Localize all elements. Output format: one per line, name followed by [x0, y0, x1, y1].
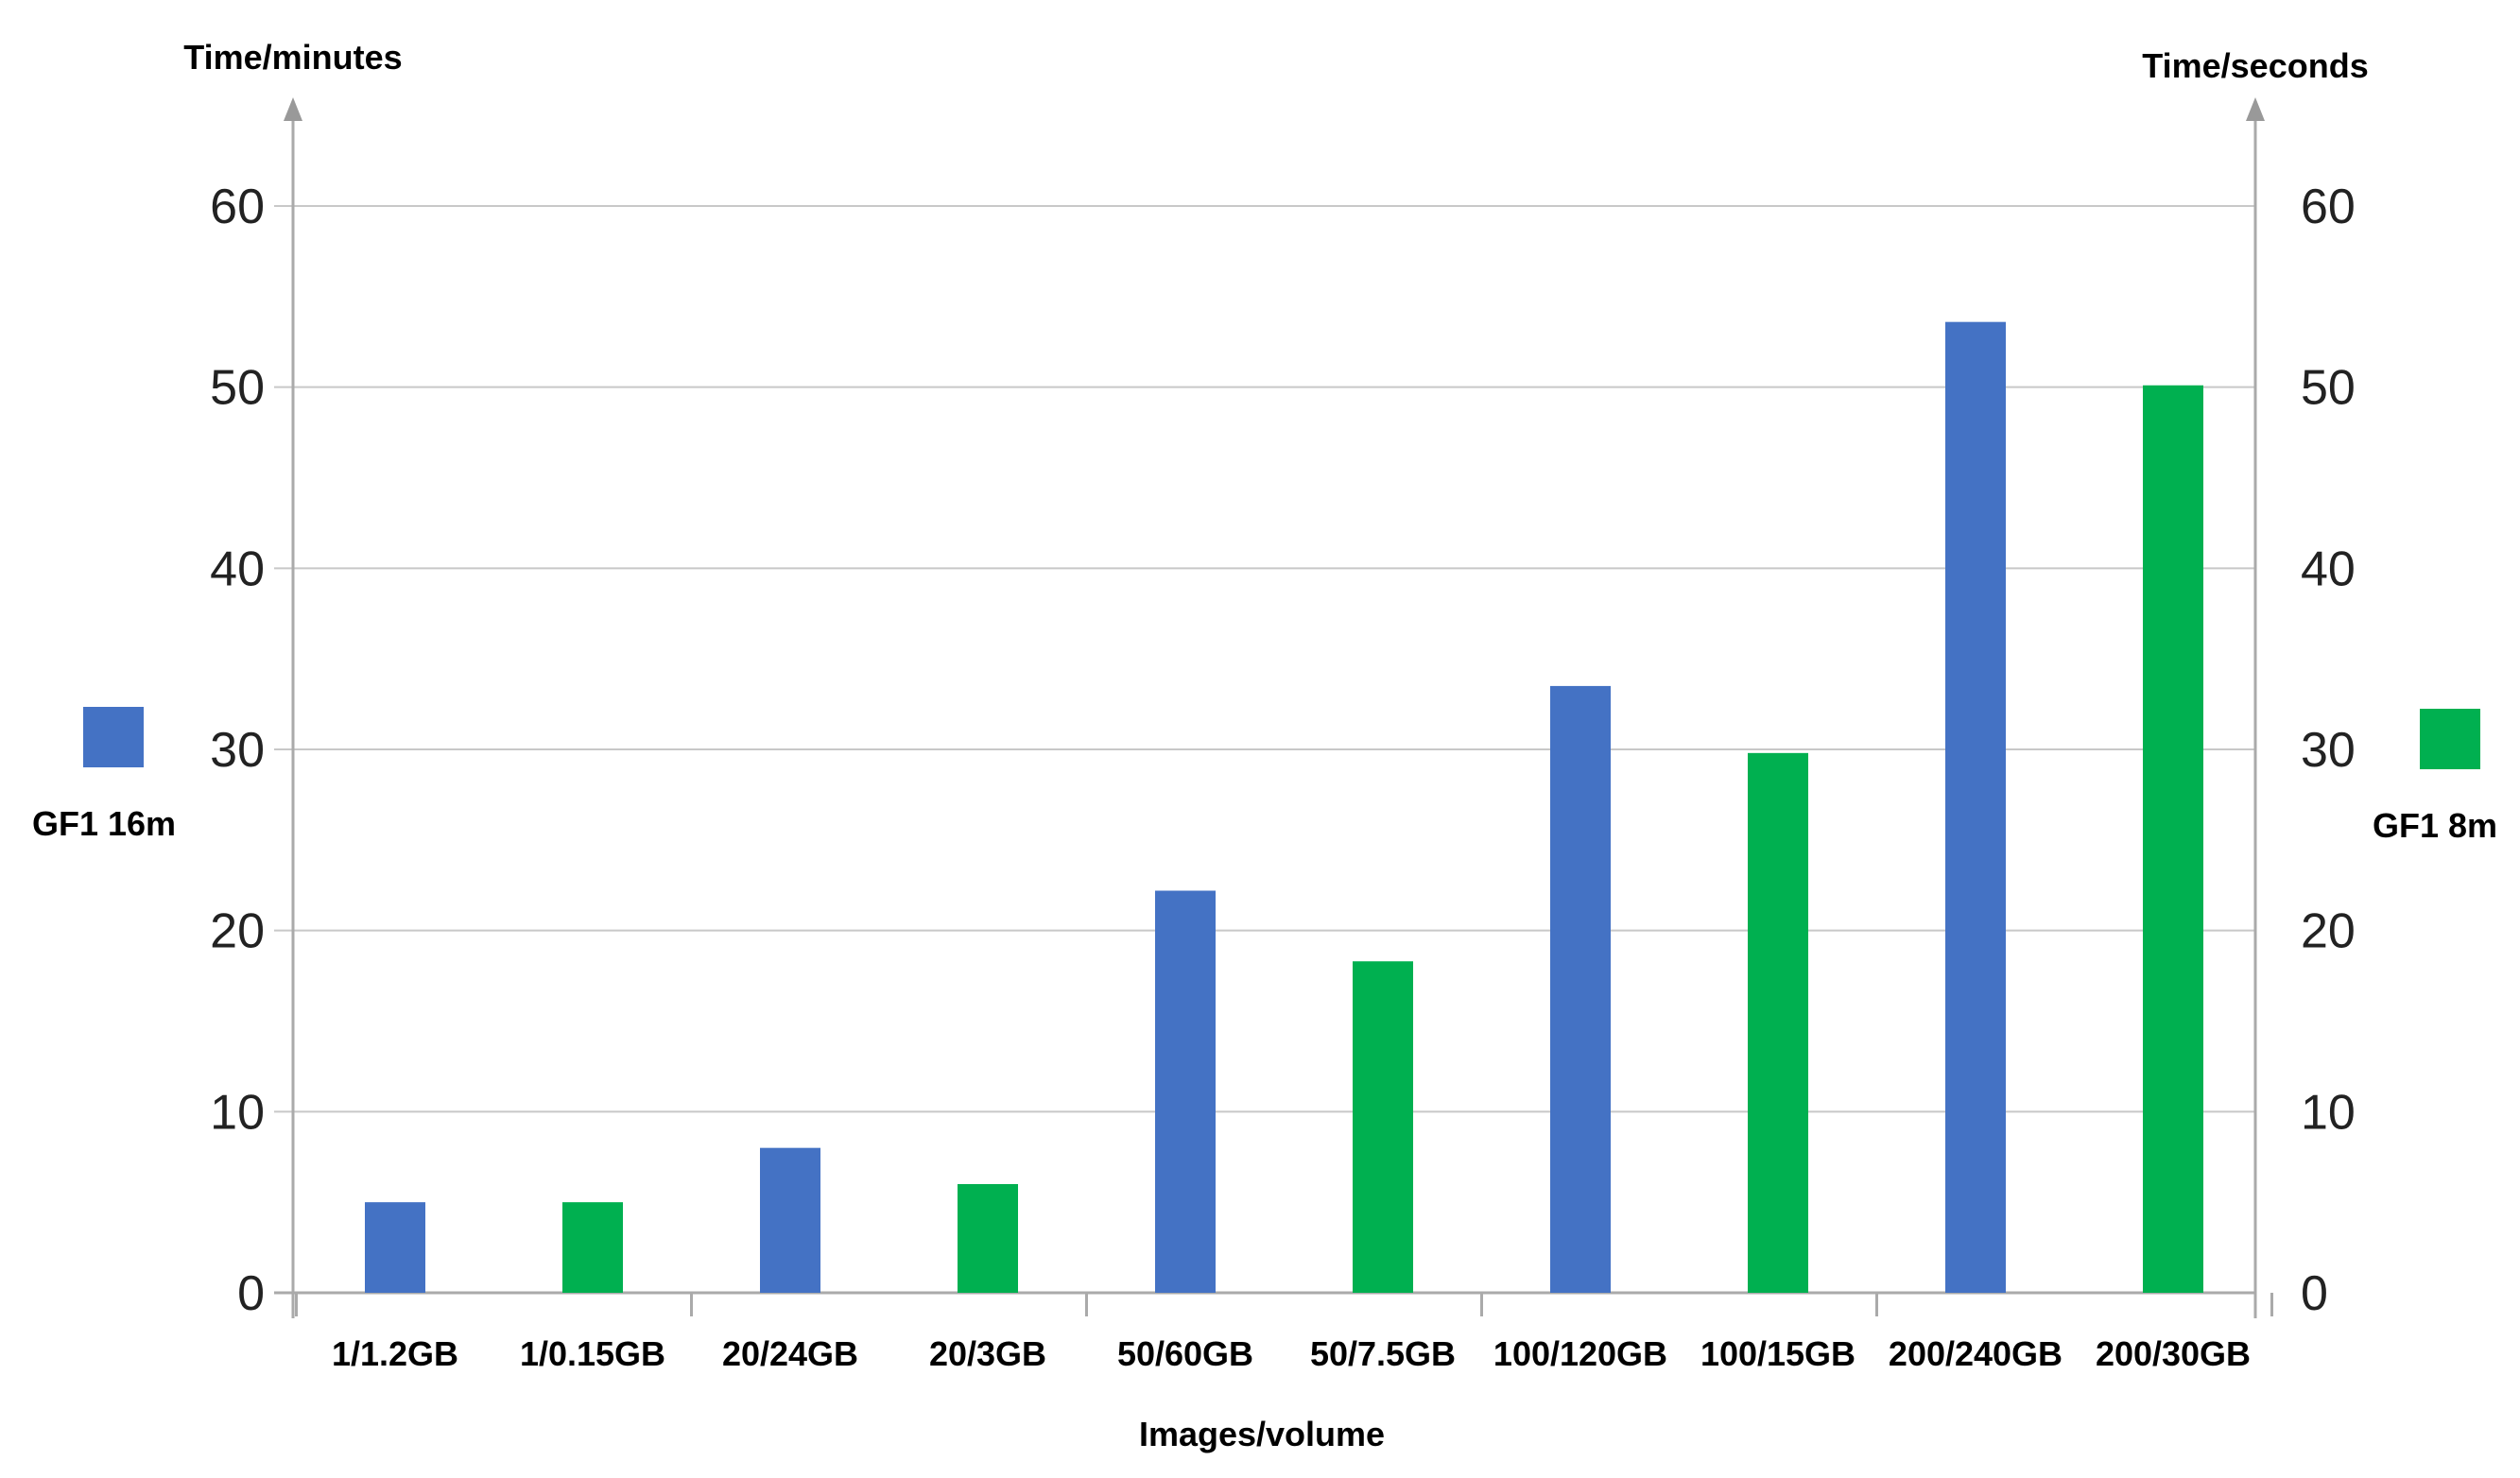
- legend-right: GF1 8m: [2373, 709, 2497, 845]
- left-tick-label: 40: [210, 541, 265, 596]
- grid-lines: [274, 205, 2255, 1113]
- left-tick-label: 10: [210, 1085, 265, 1140]
- left-tick-label: 60: [210, 180, 265, 234]
- category-labels: 1/1.2GB 1/0.15GB 20/24GB 20/3GB 50/60GB 50/7.…: [332, 1334, 2251, 1373]
- bar: [365, 1202, 425, 1293]
- category-label: 1/1.2GB: [332, 1334, 458, 1373]
- category-label: 200/240GB: [1889, 1334, 2063, 1373]
- right-tick-label: 20: [2301, 904, 2356, 959]
- right-tick-labels: 0 10 20 30 40 50 60: [2301, 180, 2356, 1321]
- category-label: 100/120GB: [1493, 1334, 1667, 1373]
- legend-left: GF1 16m: [32, 707, 176, 843]
- category-label: 50/60GB: [1117, 1334, 1253, 1373]
- bars: [365, 321, 2203, 1294]
- left-tick-label: 50: [210, 361, 265, 416]
- right-tick-label: 0: [2301, 1266, 2328, 1321]
- left-tick-label: 20: [210, 904, 265, 959]
- bar: [1550, 685, 1611, 1293]
- right-tick-label: 30: [2301, 723, 2356, 778]
- left-tick-label: 30: [210, 723, 265, 778]
- bar: [1748, 752, 1808, 1293]
- category-label: 1/0.15GB: [520, 1334, 665, 1373]
- category-label: 20/3GB: [929, 1334, 1046, 1373]
- left-axis-arrow-icon: [284, 97, 302, 121]
- right-axis-arrow-icon: [2246, 97, 2265, 121]
- left-tick-labels: 0 10 20 30 40 50 60: [210, 180, 265, 1321]
- right-tick-label: 60: [2301, 180, 2356, 234]
- bar: [562, 1202, 623, 1293]
- legend-label-gf1-8m: GF1 8m: [2373, 806, 2497, 845]
- group-separators: [295, 1293, 2273, 1316]
- legend-swatch-gf1-16m: [83, 707, 144, 767]
- right-axis-title: Time/seconds: [2142, 46, 2368, 85]
- x-axis-title: Images/volume: [1139, 1415, 1385, 1453]
- left-axis-title: Time/minutes: [183, 38, 402, 77]
- category-label: 200/30GB: [2096, 1334, 2251, 1373]
- category-label: 50/7.5GB: [1310, 1334, 1456, 1373]
- right-tick-label: 10: [2301, 1085, 2356, 1140]
- category-label: 20/24GB: [722, 1334, 858, 1373]
- right-tick-label: 50: [2301, 361, 2356, 416]
- bar: [958, 1184, 1018, 1293]
- legend-swatch-gf1-8m: [2420, 709, 2480, 769]
- legend-label-gf1-16m: GF1 16m: [32, 804, 176, 843]
- bar: [1353, 961, 1413, 1293]
- right-tick-label: 40: [2301, 541, 2356, 596]
- bar: [760, 1147, 820, 1293]
- bar: [1155, 890, 1216, 1293]
- left-tick-label: 0: [237, 1266, 265, 1321]
- bar: [1945, 321, 2006, 1294]
- bar: [2143, 385, 2203, 1293]
- category-label: 100/15GB: [1700, 1334, 1855, 1373]
